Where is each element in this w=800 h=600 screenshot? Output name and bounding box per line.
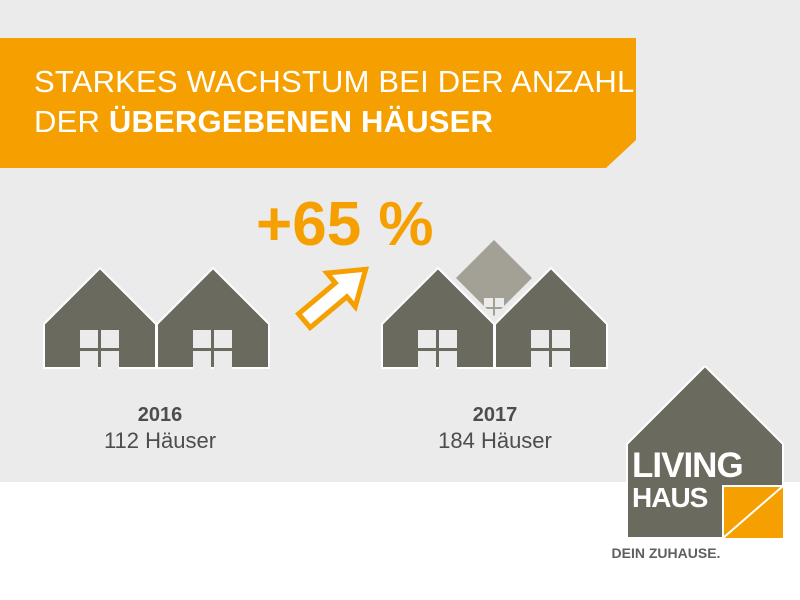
header-title: STARKES WACHSTUM BEI DER ANZAHL DER ÜBER…	[34, 62, 634, 142]
header-banner	[0, 38, 636, 168]
house-count: 184 Häuser	[438, 428, 552, 453]
house-count: 112 Häuser	[103, 428, 217, 453]
houses-illustration	[43, 240, 608, 369]
growth-arrow-icon	[295, 266, 370, 332]
living-haus-logo	[626, 366, 786, 541]
year-2016-block: 2016 112 Häuser	[40, 403, 280, 455]
house-2017-left-icon	[381, 266, 495, 369]
year-label: 2016	[137, 404, 183, 426]
logo-tagline: DEIN ZUHAUSE.	[611, 545, 721, 561]
header-title-line2: DER ÜBERGEBENEN HÄUSER	[34, 102, 634, 142]
house-2016-left-icon	[43, 266, 157, 369]
house-2017-right-icon	[494, 266, 608, 369]
header-title-line1: STARKES WACHSTUM BEI DER ANZAHL	[34, 64, 635, 99]
logo-text-living: LIVING	[632, 446, 744, 485]
year-2017-block: 2017 184 Häuser	[375, 403, 615, 455]
growth-percentage: +65 %	[256, 190, 434, 259]
logo-text-haus: HAUS	[632, 482, 708, 513]
year-label: 2017	[472, 404, 518, 426]
header-title-line2-prefix: DER	[34, 104, 109, 139]
header-title-line2-bold: ÜBERGEBENEN HÄUSER	[108, 104, 494, 139]
house-2017-back-icon	[456, 240, 532, 318]
house-2016-right-icon	[156, 266, 270, 369]
